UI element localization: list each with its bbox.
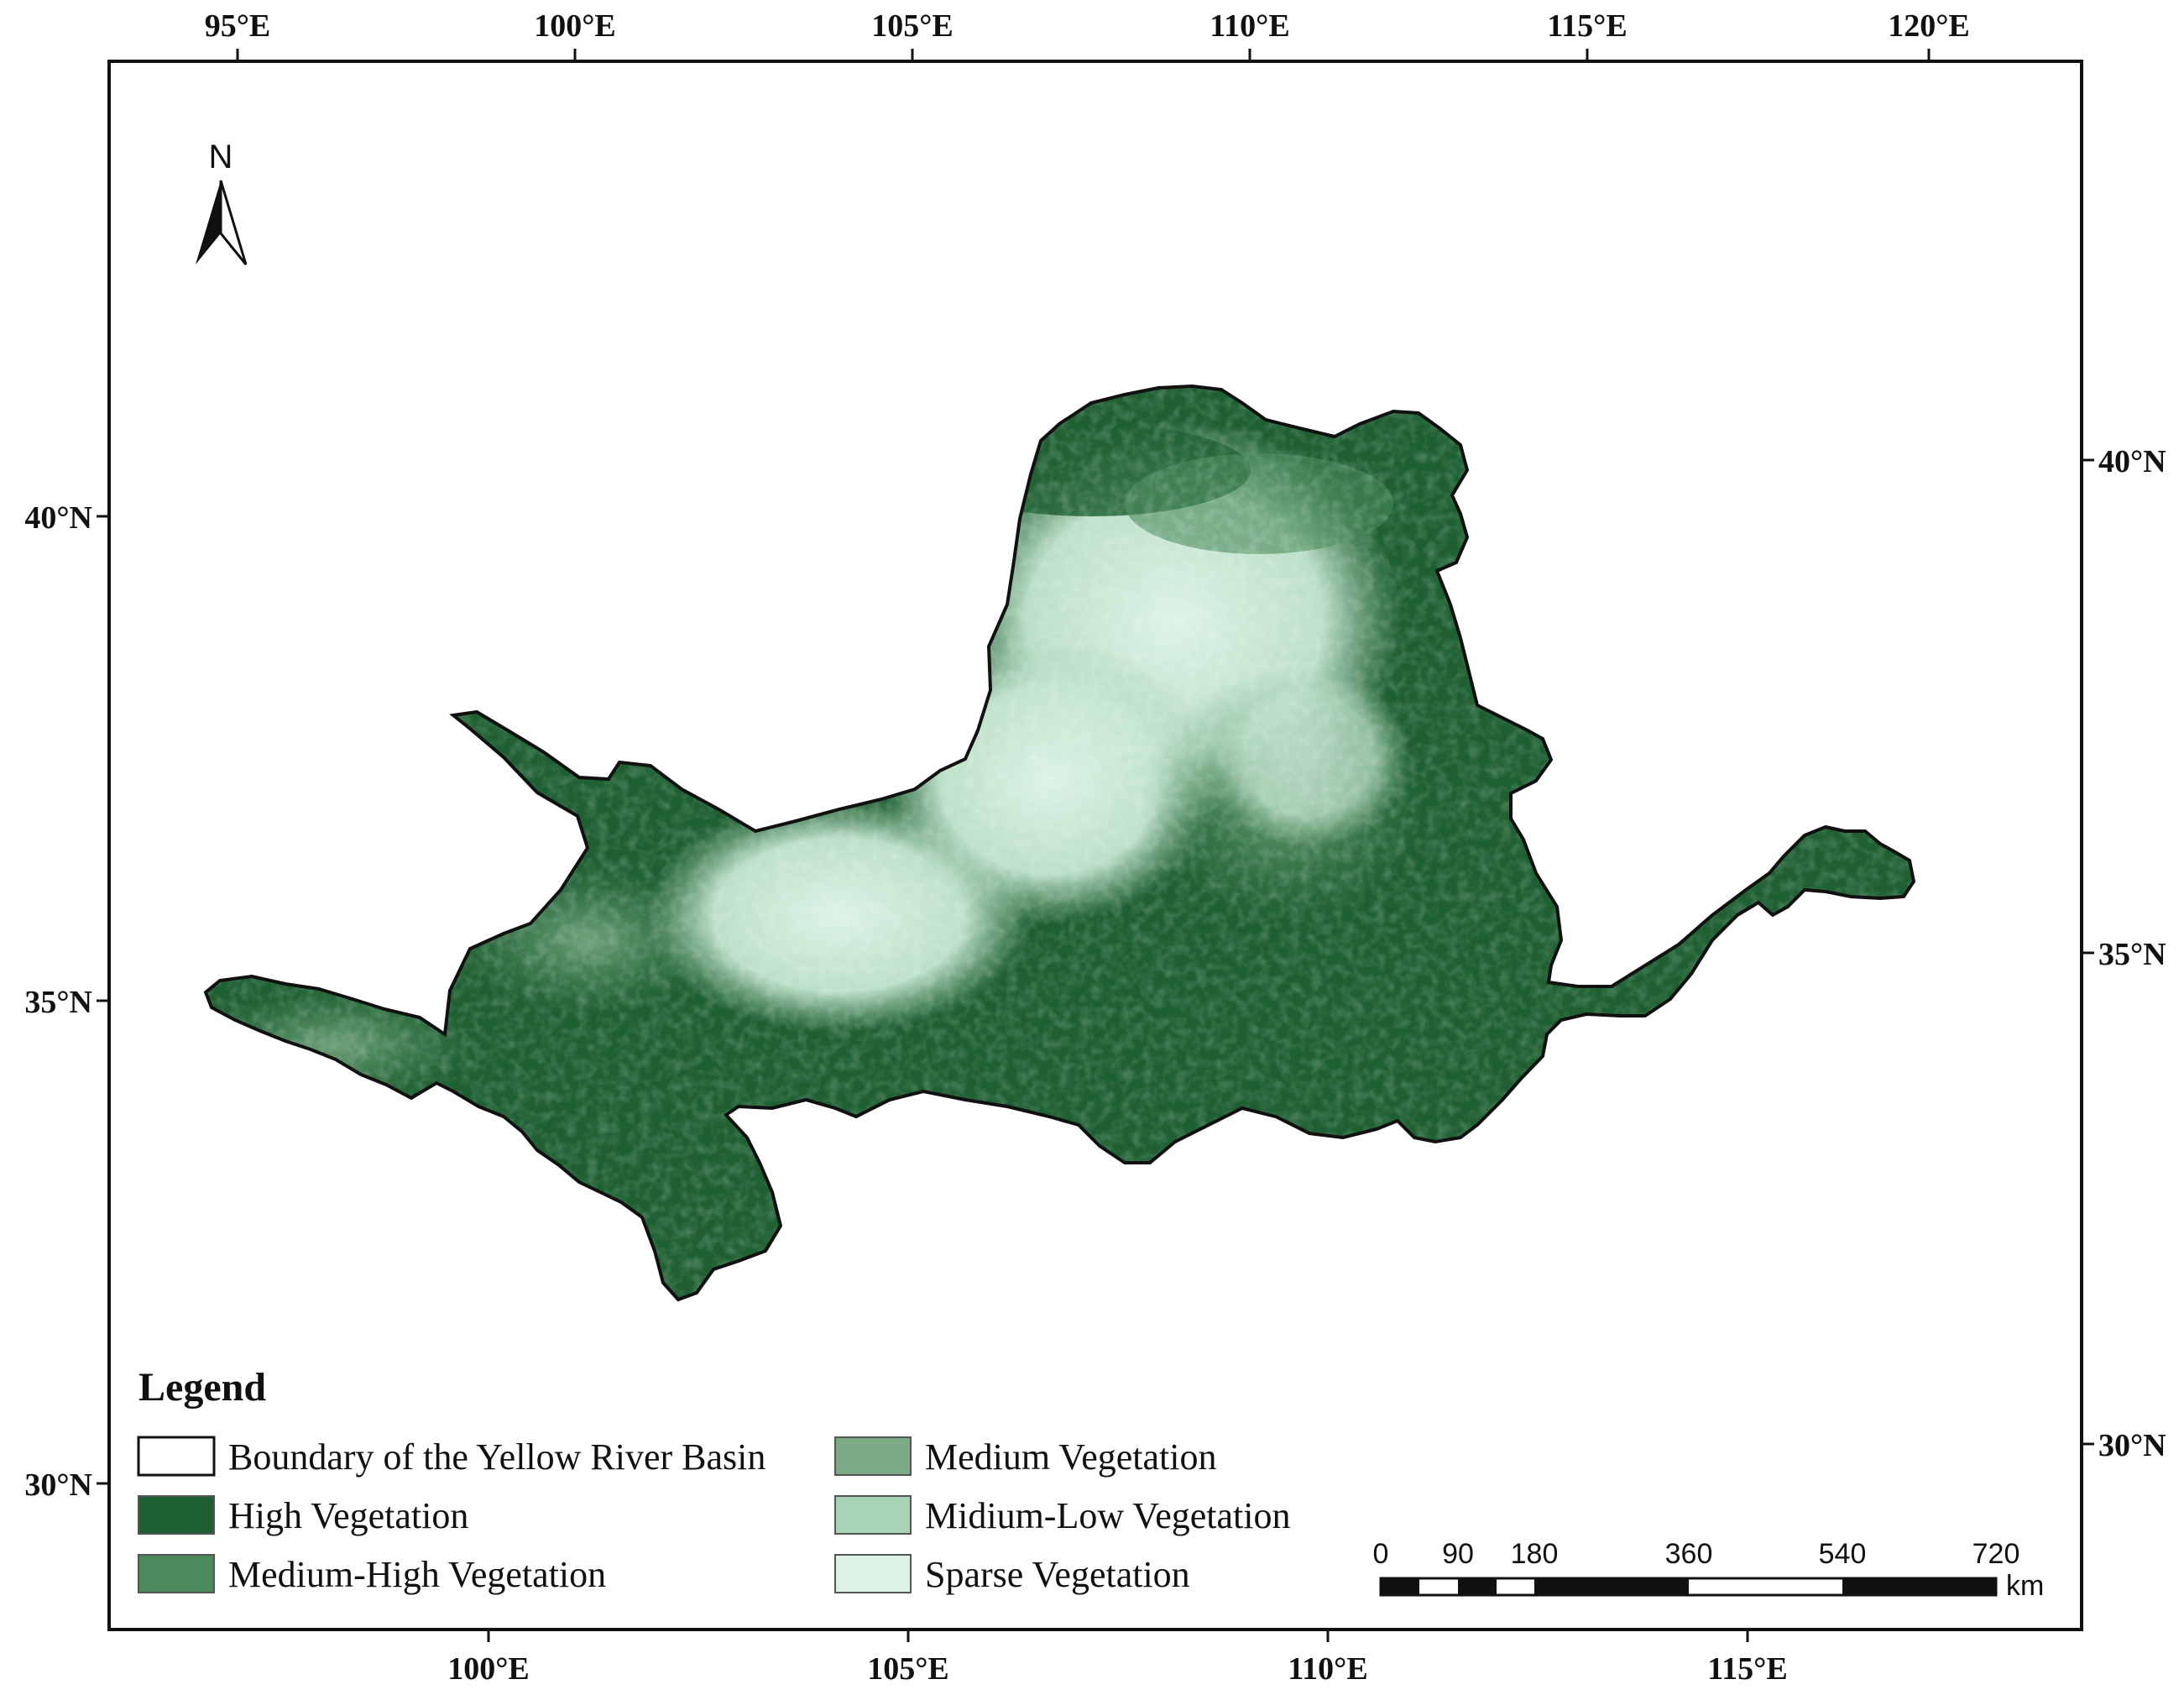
legend-label-boundary: Boundary of the Yellow River Basin <box>228 1436 765 1478</box>
legend-label-high: High Vegetation <box>228 1495 468 1536</box>
top-lon-label-110: 110°E <box>1210 8 1289 44</box>
top-lon-label-115: 115°E <box>1547 8 1627 44</box>
legend-swatch-medium <box>834 1436 912 1476</box>
top-ticks <box>236 49 1931 61</box>
scale-label-180: 180 <box>1511 1538 1559 1570</box>
left-ticks <box>97 515 109 1485</box>
scale-label-90: 90 <box>1442 1538 1474 1570</box>
legend: Legend Boundary of the Yellow River Basi… <box>137 1365 1290 1595</box>
scale-bar: 0 90 180 360 540 720 km <box>1373 1538 2045 1602</box>
top-lon-label-120: 120°E <box>1888 8 1970 44</box>
scale-label-540: 540 <box>1819 1538 1867 1570</box>
scale-segment-1 <box>1381 1578 1419 1595</box>
legend-swatch-medium-low <box>834 1495 912 1535</box>
scale-label-720: 720 <box>1972 1538 2020 1570</box>
scale-segment-5 <box>1534 1578 1689 1595</box>
north-arrow-right-half <box>219 180 248 265</box>
north-arrow-label: N <box>209 139 233 175</box>
legend-swatch-high <box>138 1495 215 1535</box>
bottom-lon-label-100: 100°E <box>447 1651 530 1687</box>
legend-swatch-sparse <box>834 1554 912 1593</box>
top-lon-label-105: 105°E <box>871 8 954 44</box>
left-lat-label-30: 30°N <box>24 1467 92 1503</box>
legend-label-sparse: Sparse Vegetation <box>925 1554 1190 1595</box>
scale-segment-3 <box>1458 1578 1497 1595</box>
top-lon-label-95: 95°E <box>205 8 271 44</box>
north-arrow-left-half <box>196 180 221 264</box>
legend-swatch-medium-high <box>138 1554 215 1593</box>
right-ticks <box>2082 458 2094 1446</box>
scale-segment-7 <box>1842 1578 1996 1595</box>
right-lat-label-35: 35°N <box>2098 937 2166 972</box>
scale-unit: km <box>2006 1570 2044 1602</box>
right-lat-label-40: 40°N <box>2098 444 2166 479</box>
north-arrow: N <box>196 139 248 265</box>
bottom-lon-label-105: 105°E <box>867 1651 949 1687</box>
left-lat-label-35: 35°N <box>24 985 92 1020</box>
left-lat-label-40: 40°N <box>24 500 92 536</box>
legend-label-medium-low: Midium-Low Vegetation <box>925 1495 1290 1536</box>
scale-label-0: 0 <box>1373 1538 1389 1570</box>
top-lon-label-100: 100°E <box>534 8 616 44</box>
bottom-lon-label-110: 110°E <box>1288 1651 1367 1687</box>
legend-label-medium-high: Medium-High Vegetation <box>228 1554 606 1595</box>
right-lat-label-30: 30°N <box>2098 1428 2166 1463</box>
bottom-ticks <box>487 1630 1749 1642</box>
legend-title: Legend <box>138 1365 266 1410</box>
legend-swatch-boundary <box>137 1436 216 1477</box>
scale-label-360: 360 <box>1665 1538 1713 1570</box>
bottom-lon-label-115: 115°E <box>1707 1651 1787 1687</box>
legend-label-medium: Medium Vegetation <box>925 1436 1216 1478</box>
